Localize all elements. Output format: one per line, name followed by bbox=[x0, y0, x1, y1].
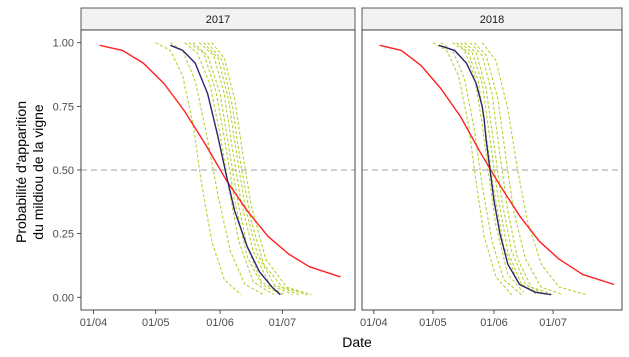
y-axis-title-line-1: Probabilité d'apparition bbox=[13, 101, 29, 243]
panel-2017: 2017 01/04 01/05 01/06 01/07 0.00 0.25 0.50 0.75… bbox=[53, 7, 356, 329]
x-tick-label: 01/06 bbox=[206, 317, 234, 329]
series-line-green_dashed-3 bbox=[456, 42, 538, 296]
series-line-green_dashed-5 bbox=[198, 42, 293, 296]
x-tick-label: 01/04 bbox=[80, 317, 108, 329]
y-tick-label: 1.00 bbox=[53, 38, 74, 50]
series-line-green_dashed-8 bbox=[211, 42, 312, 296]
series-line-green_dashed-1 bbox=[170, 42, 264, 296]
x-tick-label: 01/05 bbox=[419, 317, 447, 329]
x-tick-label: 01/07 bbox=[269, 317, 297, 329]
series-line-red-9 bbox=[99, 44, 341, 278]
series-line-navy-10 bbox=[170, 44, 281, 296]
x-axis-title: Date bbox=[342, 334, 372, 350]
y-axis-title-line-2: du mildiou de la vigne bbox=[30, 104, 46, 240]
y-tick-label: 0.25 bbox=[53, 229, 74, 241]
panels: 2017 01/04 01/05 01/06 01/07 0.00 0.25 0.50 0.75… bbox=[53, 7, 623, 329]
series-line-navy-10 bbox=[438, 44, 552, 296]
series-line-green_dashed-3 bbox=[188, 42, 283, 296]
series-line-green_dashed-7 bbox=[473, 42, 564, 296]
series-line-green_dashed-0 bbox=[155, 42, 242, 296]
x-tick-label: 01/06 bbox=[480, 317, 508, 329]
panel-strip-label: 2018 bbox=[480, 14, 504, 26]
y-tick-label: 0.00 bbox=[53, 292, 74, 304]
series-line-green_dashed-6 bbox=[203, 42, 300, 296]
series-line-green_dashed-0 bbox=[432, 42, 513, 296]
series-line-green_dashed-6 bbox=[469, 42, 554, 296]
series-line-green_dashed-5 bbox=[464, 42, 546, 296]
panel-strip-label: 2017 bbox=[206, 14, 230, 26]
y-tick-label: 0.50 bbox=[53, 165, 74, 177]
series-line-green_dashed-8 bbox=[481, 42, 587, 296]
panel-border bbox=[361, 29, 623, 311]
panel-2018: 2018 01/04 01/05 01/06 01/07 bbox=[360, 7, 623, 329]
x-tick-label: 01/04 bbox=[360, 317, 388, 329]
series-line-green_dashed-7 bbox=[207, 42, 308, 296]
y-tick-label: 0.75 bbox=[53, 101, 74, 113]
x-tick-label: 01/07 bbox=[539, 317, 567, 329]
series-line-green_dashed-4 bbox=[460, 42, 542, 296]
series-line-green_dashed-2 bbox=[184, 42, 275, 296]
series-line-green_dashed-4 bbox=[192, 42, 285, 296]
x-tick-label: 01/05 bbox=[142, 317, 170, 329]
